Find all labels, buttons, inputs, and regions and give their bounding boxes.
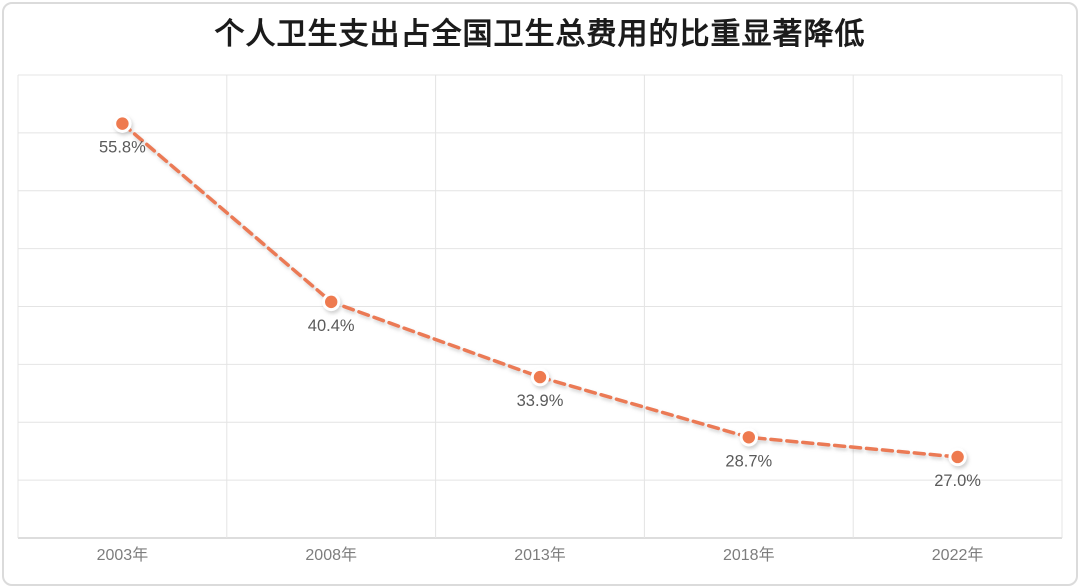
x-axis-tick-label: 2013年 [514,546,566,564]
data-point-marker [951,450,964,464]
x-axis-tick-label: 2003年 [97,546,149,564]
data-point-label: 28.7% [725,452,772,470]
data-point-label: 40.4% [308,317,355,335]
data-point-marker [116,117,129,130]
data-series [113,114,967,467]
x-axis-tick-label: 2018年 [723,546,775,564]
data-point-marker [742,431,755,444]
data-labels: 55.8% 40.4% 33.9% 28.7% 27.0% [99,139,981,490]
gridlines [17,74,1063,539]
data-point-label: 33.9% [517,392,564,410]
data-point-label: 27.0% [934,472,981,490]
x-axis-tick-label: 2022年 [932,546,984,564]
x-axis-tick-label: 2008年 [305,546,357,564]
data-point-marker [325,295,338,309]
x-axis-labels: 2003年 2008年 2013年 2018年 2022年 [97,546,984,564]
chart-title: 个人卫生支出占全国卫生总费用的比重显著降低 [214,18,866,51]
data-point-label: 55.8% [99,139,146,157]
data-point-marker [533,370,547,384]
